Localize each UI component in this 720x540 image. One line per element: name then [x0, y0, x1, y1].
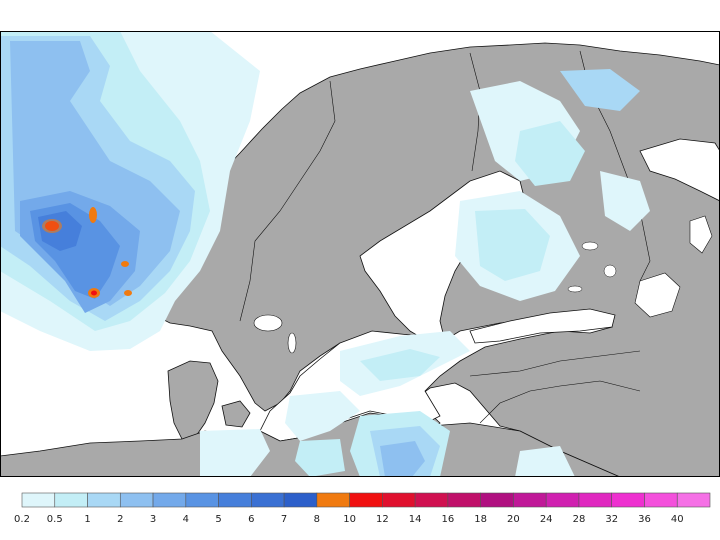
legend-label: 7 [281, 514, 287, 525]
legend-swatch [54, 492, 88, 508]
gulf-of-finland [469, 308, 616, 344]
legend-label: 3 [150, 514, 156, 525]
legend-swatch [316, 492, 350, 508]
legend-label: 14 [409, 514, 422, 525]
legend-swatch [545, 492, 580, 508]
legend-swatch [283, 492, 318, 508]
legend-swatch [578, 492, 613, 508]
legend-swatch [480, 492, 514, 508]
precip-overlay [0, 31, 650, 477]
legend-label: 40 [671, 514, 684, 525]
legend-swatch [87, 492, 121, 508]
legend-swatch [382, 492, 416, 508]
legend-swatch [644, 492, 678, 508]
legend-label: 12 [376, 514, 389, 525]
legend-swatch [251, 492, 285, 508]
legend-swatch [218, 492, 252, 508]
legend-swatch [21, 492, 56, 508]
legend-swatch [349, 492, 383, 508]
legend-label: 10 [343, 514, 356, 525]
lake-onega [689, 215, 713, 254]
legend-label: 20 [507, 514, 520, 525]
legend-label: 18 [474, 514, 487, 525]
legend-swatch [611, 492, 645, 508]
legend-label: 32 [605, 514, 618, 525]
land-denmark [167, 360, 219, 440]
precipitation-map [0, 31, 720, 477]
land-zealand [221, 400, 251, 428]
legend-label: 2 [117, 514, 123, 525]
legend-label: 24 [540, 514, 553, 525]
legend-swatch [119, 492, 154, 508]
legend-swatch [676, 492, 711, 508]
legend-swatch [414, 492, 449, 508]
legend-label: 8 [314, 514, 320, 525]
legend-label: 36 [638, 514, 651, 525]
white-sea [639, 138, 720, 202]
lake-vanern [253, 314, 283, 332]
legend-label: 1 [84, 514, 90, 525]
legend-label: 5 [215, 514, 221, 525]
legend-label: 28 [573, 514, 586, 525]
legend-swatch [513, 492, 547, 508]
legend-label: 6 [248, 514, 254, 525]
lake-vattern [287, 332, 297, 354]
legend-label: 0.2 [14, 514, 30, 525]
precipitation-legend: 0.2 0.5 1 2 3 4 5 6 7 8 10 12 14 16 18 20 24 28 32 36 40 [14, 492, 711, 525]
legend-swatch [447, 492, 481, 508]
legend-label: 0.5 [47, 514, 63, 525]
legend-label: 4 [183, 514, 189, 525]
lake-ladoga [634, 272, 681, 318]
legend-swatch [185, 492, 219, 508]
legend-label: 16 [442, 514, 455, 525]
legend-swatch [152, 492, 187, 508]
